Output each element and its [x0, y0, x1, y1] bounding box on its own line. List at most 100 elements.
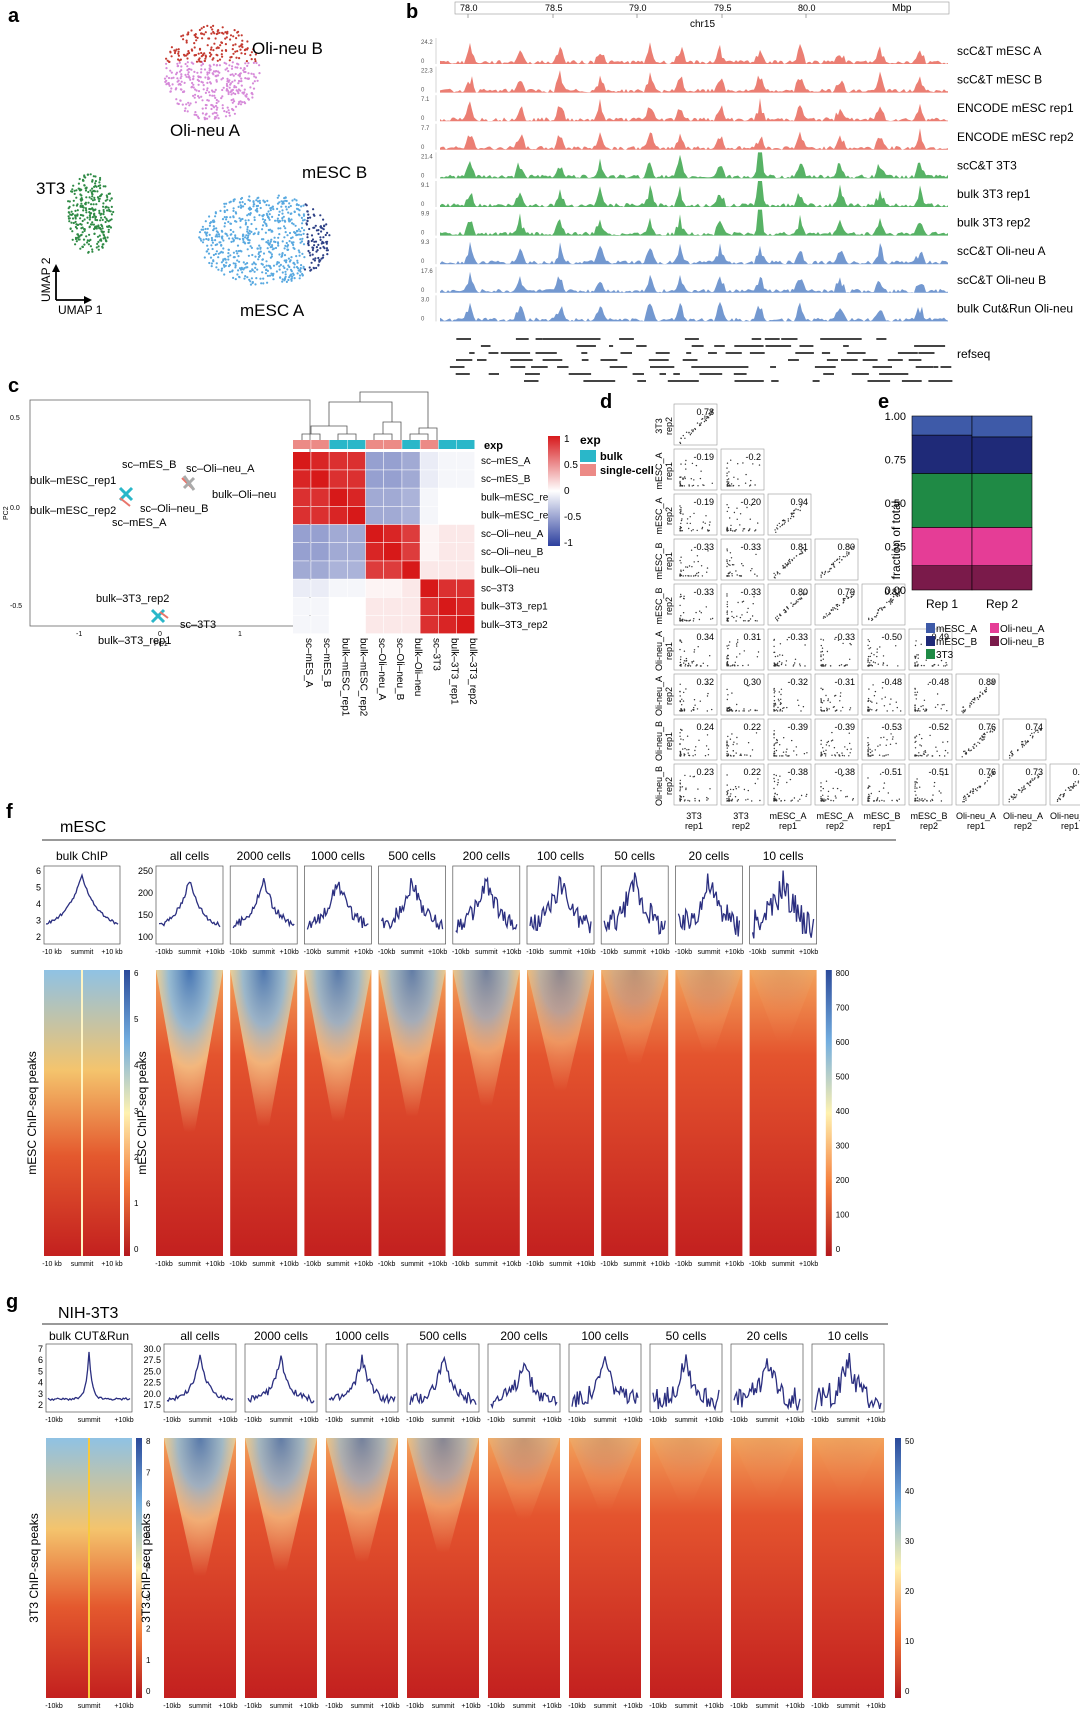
umap-point [94, 182, 97, 185]
umap-point [179, 99, 182, 102]
matrix-point [1023, 785, 1025, 787]
matrix-point [1017, 749, 1019, 752]
matrix-point [683, 753, 685, 755]
umap-point [89, 245, 92, 248]
umap-point [229, 216, 232, 219]
heatmap-cell [456, 470, 475, 488]
umap-point [214, 96, 217, 99]
matrix-point [753, 596, 755, 598]
umap-point [100, 193, 103, 196]
profile-xtick: +10kb [354, 949, 373, 956]
matrix-cell [861, 673, 906, 716]
umap-point [295, 229, 298, 233]
umap-point [187, 73, 190, 76]
umap-point [236, 90, 239, 93]
umap-point [89, 173, 92, 176]
umap-point [281, 271, 284, 274]
umap-point [239, 226, 242, 229]
umap-point [245, 95, 248, 98]
matrix-point [729, 795, 731, 797]
exp-cell [384, 440, 402, 449]
matrix-point [786, 563, 789, 566]
umap-point [74, 214, 77, 217]
heatmap-cell [420, 543, 438, 561]
heatmap-cell [402, 470, 420, 488]
matrix-point [1037, 729, 1039, 731]
bar-label-rep1: Rep 1 [926, 597, 958, 611]
matrix-point [878, 754, 881, 756]
heatmap-cell [311, 524, 329, 543]
matrix-col-label: rep2 [1014, 821, 1032, 831]
matrix-point [683, 650, 686, 652]
matrix-point [704, 417, 706, 419]
umap-point [232, 200, 235, 203]
sc-colorbar [895, 1438, 901, 1698]
matrix-point [975, 745, 978, 747]
heatmap-xtick: summit [549, 1261, 572, 1268]
umap-point [265, 203, 268, 207]
umap-point [217, 117, 220, 120]
heatmap-xtick: summit [837, 1703, 860, 1710]
heatmap-cell [402, 543, 420, 561]
matrix-point [869, 751, 872, 754]
matrix-point [679, 800, 681, 802]
track-signal [440, 301, 948, 322]
heatmap-col-label: bulk–3T3_rep1 [449, 638, 460, 705]
matrix-point [800, 553, 802, 555]
umap-point [82, 214, 85, 217]
matrix-point [868, 793, 870, 796]
matrix-point [786, 565, 788, 567]
sc-profile-line [247, 1355, 315, 1404]
heatmap-xtick: -10kb [487, 1703, 505, 1710]
matrix-point [919, 744, 921, 746]
matrix-cell [720, 493, 765, 536]
profile-xtick: -10kb [45, 1417, 63, 1424]
matrix-point [841, 752, 843, 754]
matrix-point [692, 429, 694, 431]
matrix-point [849, 707, 852, 709]
profile-column-label: 20 cells [689, 849, 730, 863]
matrix-point [689, 434, 692, 436]
sc-heatmap-enrichment [452, 970, 520, 1122]
matrix-point [683, 691, 685, 694]
umap-point [187, 31, 190, 34]
umap-point [228, 59, 231, 62]
matrix-point [752, 603, 754, 605]
matrix-point [694, 575, 696, 577]
matrix-point [743, 788, 746, 791]
matrix-point [833, 706, 835, 708]
umap-point [68, 200, 71, 203]
umap-point [204, 31, 207, 34]
matrix-point [977, 698, 980, 700]
refseq-gene [821, 352, 831, 354]
matrix-point [679, 527, 682, 529]
heatmap-col-label: sc–mES_B [321, 638, 332, 688]
matrix-point [726, 548, 728, 550]
umap-point [221, 26, 224, 29]
umap-point [244, 242, 247, 245]
stacked-bar-segment [911, 527, 973, 567]
umap-point [284, 270, 287, 273]
matrix-point [748, 529, 750, 531]
umap-point [237, 102, 240, 106]
umap-point [264, 272, 268, 275]
matrix-point [914, 787, 916, 789]
heatmap-xtick: summit [675, 1703, 698, 1710]
heatmap-xtick: +10kb [380, 1703, 399, 1710]
umap-point [220, 261, 223, 264]
matrix-point [914, 736, 916, 738]
matrix-point [742, 462, 744, 464]
matrix-corr-value: -0.38 [787, 767, 808, 777]
sc-profile-frame [406, 1343, 480, 1413]
umap-point [190, 29, 193, 32]
heatmap-xtick: -10kb [406, 1703, 424, 1710]
umap-point [215, 266, 218, 269]
umap-point [211, 94, 214, 97]
matrix-point [726, 645, 728, 647]
track-zero-label: 0 [421, 173, 425, 179]
umap-point [193, 70, 196, 73]
umap-point [89, 223, 93, 226]
matrix-point [822, 794, 824, 796]
refseq-gene [581, 352, 588, 354]
matrix-point [885, 744, 887, 746]
